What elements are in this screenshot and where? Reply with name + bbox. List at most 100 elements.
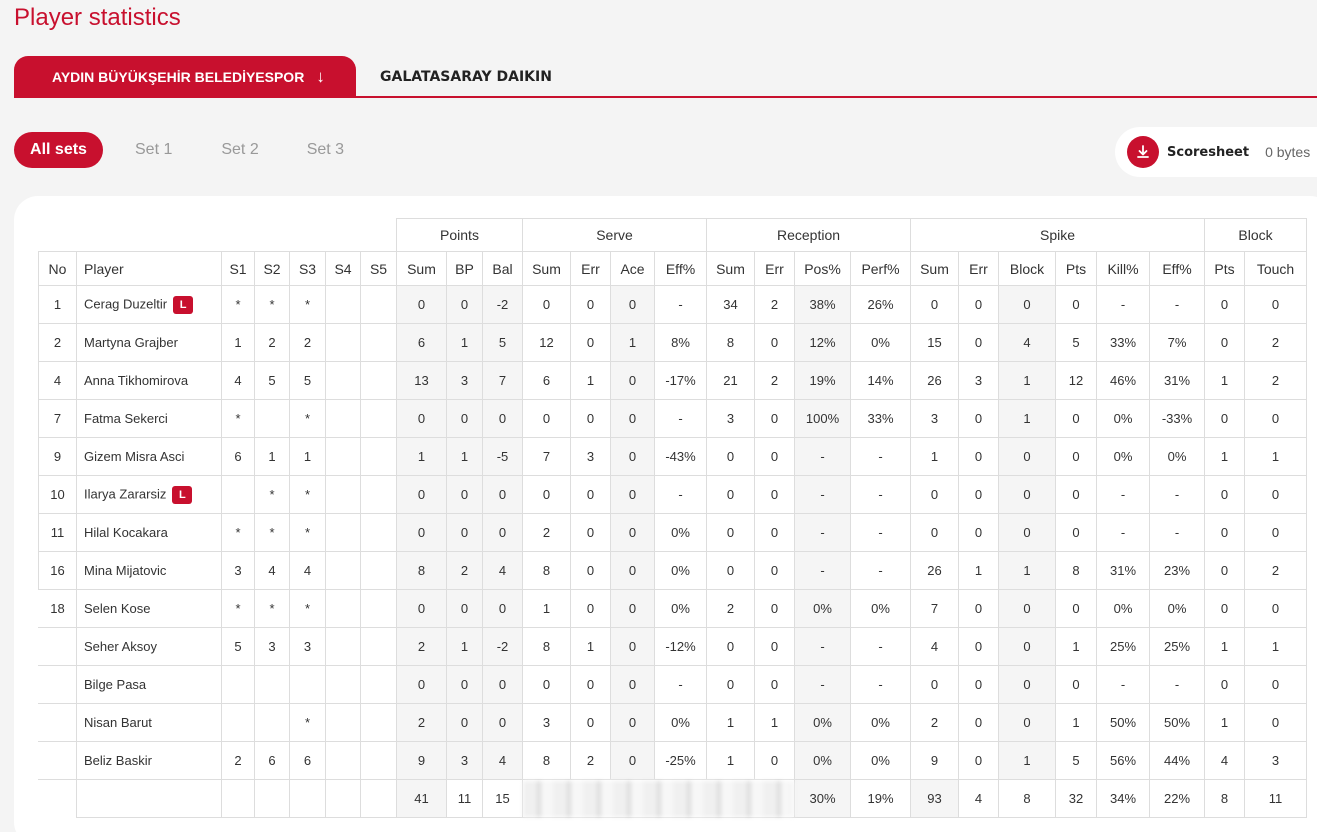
table-cell: 6 [396,323,447,362]
tab-set-1[interactable]: Set 1 [135,141,173,158]
table-row: Nisan Barut * 2 0 0 3 0 0 0% 1 1 0% 0% 2 0 0 1 50% 50% 1 0 [38,703,1307,742]
table-cell: - [850,475,911,514]
table-cell: 26 [910,551,959,590]
total-cell: 4 [958,779,999,818]
table-cell: 1 [1204,437,1245,476]
tab-all-sets[interactable]: All sets [14,132,103,168]
table-cell: * [289,285,326,324]
download-icon[interactable] [1127,136,1159,168]
table-cell: 8 [522,741,571,780]
player-name-text: Selen Kose [84,601,151,616]
player-name: Anna Tikhomirova [76,361,222,400]
table-cell: 2 [38,323,77,362]
table-cell: 1 [910,437,959,476]
table-cell: 2 [396,627,447,666]
table-cell: 46% [1096,361,1150,400]
table-row: Bilge Pasa 0 0 0 0 0 0-0 0- -0 0 0 0- -0 0 [38,665,1307,704]
table-cell: 25% [1149,627,1205,666]
table-cell: - [850,437,911,476]
table-cell: - [1096,475,1150,514]
table-cell: 0 [706,627,755,666]
table-cell: 25% [1096,627,1150,666]
table-cell [360,589,397,628]
table-cell: 0 [706,551,755,590]
table-cell: 1 [221,323,255,362]
table-cell: 0 [610,741,655,780]
table-cell: 7 [910,589,959,628]
player-name: Nisan Barut [76,703,222,742]
table-cell: 3 [254,627,290,666]
table-cell: 4 [254,551,290,590]
column-header-row: No Player S1 S2 S3 S4 S5 Sum BP Bal Sum Err Ace Eff% S… [38,251,1307,286]
table-cell: 6 [289,741,326,780]
table-cell: 0 [396,513,447,552]
table-cell: - [1096,513,1150,552]
table-cell: 0 [998,513,1056,552]
table-cell: * [254,589,290,628]
table-cell [325,285,361,324]
table-row: 16 Mina Mijatovic 3 4 4 8 2 4 8 0 0 0% 0 0- -26 1 1 8 31% 2… [38,551,1307,590]
table-cell: 0 [754,627,795,666]
table-cell: 18 [38,589,77,628]
table-cell: - [1096,285,1150,324]
table-cell: 0 [570,513,611,552]
table-cell: 1 [754,703,795,742]
column-header: Player [76,251,222,286]
table-cell [360,437,397,476]
table-cell: - [850,665,911,704]
table-cell: 0 [610,437,655,476]
table-cell: -12% [654,627,707,666]
tab-set-2[interactable]: Set 2 [221,141,259,158]
table-cell: 12 [522,323,571,362]
tab-set-3[interactable]: Set 3 [306,141,345,158]
table-cell: 0 [522,665,571,704]
tab-away-team[interactable]: GALATASARAY DAIKIN [380,56,552,98]
table-cell: 1 [522,589,571,628]
table-cell: 1 [446,323,483,362]
table-cell: 7 [522,437,571,476]
table-cell: 2 [1244,551,1307,590]
table-cell: * [254,285,290,324]
table-cell: * [254,513,290,552]
table-cell: 0 [446,513,483,552]
table-cell: 0 [482,703,523,742]
table-cell [38,703,77,742]
total-cell: 15 [482,779,523,818]
table-cell: 26 [910,361,959,400]
column-header: S4 [325,251,361,286]
table-cell: - [794,513,851,552]
table-cell: 0 [958,437,999,476]
table-cell: 0 [570,399,611,438]
table-cell: 0 [522,285,571,324]
table-cell: 0 [610,703,655,742]
table-cell: 1 [38,285,77,324]
table-cell [360,361,397,400]
table-cell: 0 [610,475,655,514]
table-cell: 0 [706,437,755,476]
table-cell [325,513,361,552]
table-cell: 34 [706,285,755,324]
table-cell [360,513,397,552]
table-cell: 0 [1055,285,1097,324]
table-cell: 3 [910,399,959,438]
table-cell: 0 [1204,475,1245,514]
column-header: Kill% [1096,251,1150,286]
table-cell [76,779,222,818]
column-header: No [38,251,77,286]
table-cell: 0 [998,589,1056,628]
table-cell: 50% [1096,703,1150,742]
column-header: BP [446,251,483,286]
table-cell: - [794,475,851,514]
table-cell [254,399,290,438]
libero-badge: L [173,295,194,314]
table-cell: 0 [570,551,611,590]
table-cell: * [221,513,255,552]
table-cell [325,323,361,362]
table-cell: 0% [1096,589,1150,628]
tab-home-team[interactable]: AYDIN BÜYÜKŞEHİR BELEDİYESPOR ↓ [14,56,356,98]
scoresheet-label[interactable]: Scoresheet [1167,144,1250,160]
table-cell: 0 [754,741,795,780]
table-cell: 2 [706,589,755,628]
table-cell: 0 [958,285,999,324]
table-cell: * [221,399,255,438]
